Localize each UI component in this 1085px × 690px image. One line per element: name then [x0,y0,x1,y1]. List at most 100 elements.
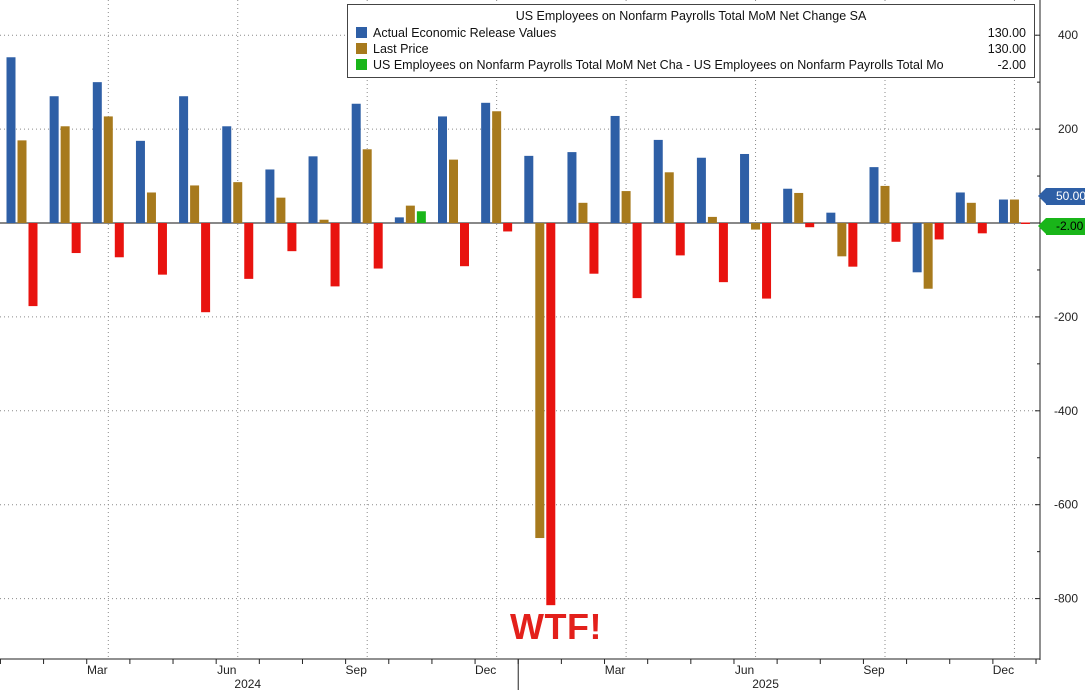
bar-actual [912,223,922,273]
bar-difference [1020,222,1030,224]
bar-last-price [837,223,847,257]
bar-last-price [60,126,70,223]
x-tick-label: Sep [863,663,885,677]
y-tick-label: -400 [1054,404,1078,418]
bar-last-price [578,202,588,223]
bar-last-price [794,192,804,223]
bar-actual [6,57,16,224]
bar-actual [481,102,491,223]
legend-swatch-last-price [356,43,367,54]
legend-value-actual: 130.00 [987,26,1026,40]
bar-last-price [362,149,372,223]
bar-actual [869,167,879,223]
x-year-label: 2024 [234,677,261,690]
bar-last-price [233,182,243,223]
bar-difference [718,223,728,283]
bar-difference [934,223,944,240]
bar-last-price [535,223,545,539]
bar-actual [438,116,447,223]
bar-difference [287,223,297,252]
bar-difference [28,223,38,307]
x-tick-label: Dec [475,663,496,677]
bar-last-price [664,172,674,223]
bar-last-price [966,202,976,223]
bar-actual [222,126,232,223]
bar-actual [567,152,577,223]
bar-difference [157,223,167,275]
bar-difference [460,223,469,267]
bar-actual [740,153,750,223]
bar-last-price [1009,199,1019,223]
bar-actual [955,192,965,223]
bar-actual [92,82,102,224]
bar-actual [49,96,59,223]
bar-difference [977,223,987,234]
bars-layer [6,57,1030,606]
bar-last-price [621,191,631,223]
bar-difference [330,223,340,287]
bar-difference [632,223,642,299]
annotation-wtf: WTF! [510,606,602,647]
bar-difference [848,223,858,267]
bar-difference [891,223,901,242]
y-tick-label: 200 [1058,122,1078,136]
y-tick-label: -800 [1054,592,1078,606]
bar-actual [351,103,361,223]
x-tick-label: Jun [217,663,236,677]
bar-actual [998,199,1008,223]
bar-last-price [276,197,286,223]
bar-difference [373,223,383,269]
bar-last-price [449,159,458,223]
legend-title: US Employees on Nonfarm Payrolls Total M… [515,9,867,23]
legend-label-difference: US Employees on Nonfarm Payrolls Total M… [373,58,944,72]
x-tick-label: Mar [87,663,108,677]
value-tag-actual: 50.00 [1037,187,1085,205]
bar-actual [308,156,318,223]
bar-actual [524,155,534,223]
bar-difference [589,223,599,274]
bar-last-price [190,185,200,223]
legend-item-last-price: Last Price 130.00 [356,41,1026,57]
legend-swatch-difference [356,59,367,70]
bar-difference [244,223,254,279]
y-tick-label: -200 [1054,310,1078,324]
bar-actual [610,115,620,223]
legend-swatch-actual [356,27,367,38]
legend-value-difference: -2.00 [997,58,1027,72]
bar-difference [503,223,513,232]
bar-difference [762,223,772,299]
bar-last-price [751,223,761,230]
x-tick-label: Mar [605,663,626,677]
legend: US Employees on Nonfarm Payrolls Total M… [347,4,1035,78]
bar-difference [416,211,426,223]
bar-last-price [492,111,502,223]
legend-item-actual: Actual Economic Release Values 130.00 [356,25,1026,41]
x-tick-label: Dec [993,663,1014,677]
y-tick-label: 400 [1058,28,1078,42]
value-tag-difference: -2.00 [1037,217,1085,235]
bar-actual [394,217,404,223]
x-tick-label: Sep [346,663,368,677]
legend-item-difference: US Employees on Nonfarm Payrolls Total M… [356,57,1026,73]
bar-actual [135,140,145,223]
bar-last-price [880,185,890,223]
bar-last-price [319,219,329,223]
bar-last-price [923,223,933,289]
bar-last-price [17,140,27,223]
x-tick-label: Jun [735,663,754,677]
y-tick-label: -600 [1054,498,1078,512]
legend-label-actual: Actual Economic Release Values [373,26,557,40]
x-year-label: 2025 [752,677,779,690]
bar-difference [546,223,556,606]
legend-value-last-price: 130.00 [987,42,1026,56]
bar-actual [696,157,706,223]
legend-label-last-price: Last Price [373,42,429,56]
bar-difference [114,223,124,258]
bar-last-price [146,192,156,223]
bar-difference [675,223,685,256]
bar-actual [179,96,189,223]
bar-actual [783,188,793,223]
bar-last-price [707,216,717,223]
